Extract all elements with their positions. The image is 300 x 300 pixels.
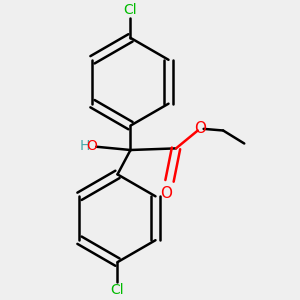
Text: O: O	[86, 139, 97, 153]
Text: Cl: Cl	[124, 3, 137, 17]
Text: O: O	[160, 186, 172, 201]
Text: O: O	[194, 121, 206, 136]
Text: H: H	[80, 139, 90, 153]
Text: Cl: Cl	[111, 283, 124, 297]
